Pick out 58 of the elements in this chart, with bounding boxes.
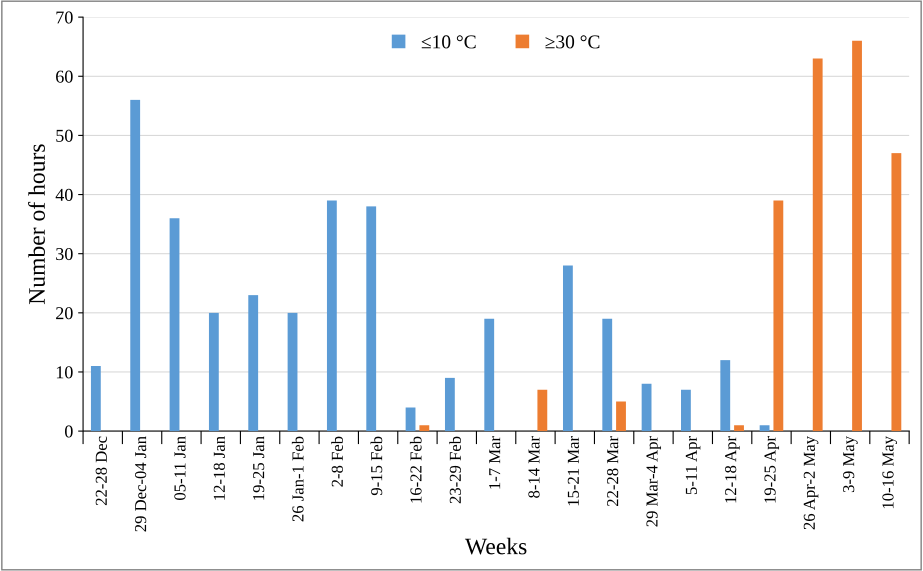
bar — [773, 200, 784, 432]
x-tick-label: 23-29 Feb — [449, 436, 461, 504]
bar — [562, 266, 573, 432]
y-tick-label: 20 — [56, 307, 73, 320]
x-tick-label: 29 Dec-04 Jan — [135, 436, 146, 532]
bar — [406, 407, 416, 432]
bar — [444, 378, 455, 432]
bar — [170, 218, 180, 432]
bar — [366, 206, 376, 432]
y-tick-label: 40 — [56, 188, 73, 201]
x-tick-label: 2-8 Feb — [331, 436, 343, 487]
x-tick-label: 19-25 Jan — [253, 436, 264, 500]
x-tick-label: 12-18 Jan — [214, 436, 225, 500]
y-tick-label: 30 — [56, 248, 73, 260]
bar — [537, 390, 548, 432]
bar — [130, 100, 140, 432]
bar — [602, 318, 612, 432]
bar — [734, 425, 744, 432]
x-tick-label: 10-16 May — [882, 436, 898, 508]
x-tick-label: 5-11 Apr — [686, 436, 700, 494]
x-tick-label: 05-11 Jan — [174, 436, 186, 500]
bar — [616, 402, 626, 432]
x-tick-label: 9-15 Feb — [370, 436, 382, 496]
bar — [852, 40, 862, 432]
x-tick-label: 8-14 Mar — [528, 436, 540, 498]
x-tick-label: 15-21 Mar — [568, 436, 579, 506]
x-tick-label: 1-7 Mar — [489, 436, 500, 489]
y-tick-label: 70 — [56, 11, 73, 24]
bar — [681, 390, 691, 432]
bar — [419, 425, 430, 432]
x-tick-label: 29 Mar-4 Apr — [646, 436, 662, 527]
bar — [760, 425, 770, 432]
x-tick-label: 3-9 May — [843, 436, 858, 492]
y-tick-label: 10 — [56, 366, 73, 378]
y-tick-label: 60 — [56, 70, 73, 83]
legend-label: ≥30 °C — [546, 35, 600, 48]
x-axis-title: Weeks — [464, 538, 526, 555]
y-axis-title: Number of hours — [28, 144, 45, 304]
x-tick-label: 12-18 Apr — [725, 436, 740, 503]
bar — [248, 295, 258, 432]
bar — [90, 366, 101, 432]
bar — [642, 384, 652, 432]
y-tick-label: 0 — [65, 425, 73, 438]
x-tick-label: 26 Apr-2 May — [804, 436, 818, 530]
legend-label: ≤10 °C — [422, 35, 476, 48]
x-tick-label: 19-25 Apr — [764, 436, 780, 503]
x-tick-label: 22-28 Dec — [96, 436, 107, 506]
y-tick-label: 50 — [56, 130, 73, 142]
bar — [812, 58, 823, 432]
x-tick-label: 22-28 Mar — [607, 436, 618, 506]
x-tick-label: 26 Jan-1 Feb — [292, 436, 304, 522]
bar — [720, 360, 730, 432]
bar — [484, 318, 494, 432]
bar — [326, 200, 337, 432]
bar — [288, 312, 298, 432]
x-tick-label: 16-22 Feb — [410, 436, 422, 503]
bar — [891, 153, 902, 432]
bar — [208, 312, 219, 432]
